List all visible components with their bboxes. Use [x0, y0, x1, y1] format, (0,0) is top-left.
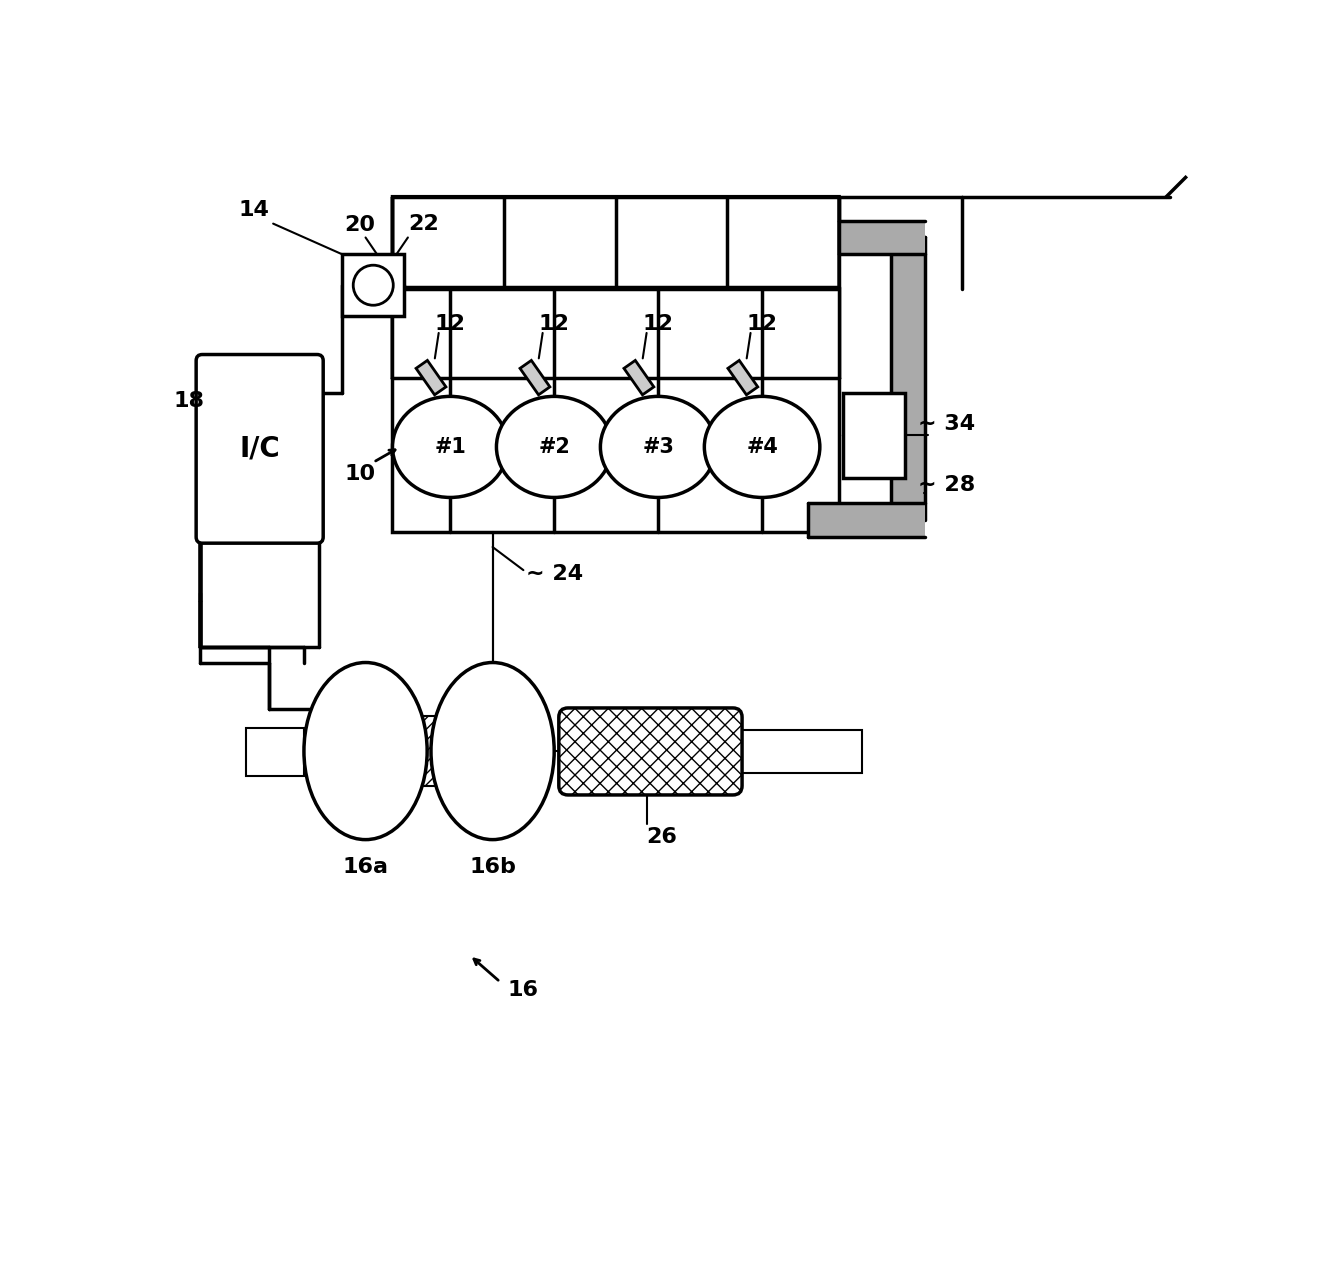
Text: 16a: 16a [342, 856, 389, 877]
Text: 20: 20 [345, 215, 376, 235]
Bar [839, 220, 925, 255]
Text: 18: 18 [174, 391, 204, 410]
Circle shape [353, 265, 393, 305]
Text: #2: #2 [539, 437, 571, 457]
Ellipse shape [705, 396, 820, 498]
Bar [808, 503, 925, 538]
Text: 16b: 16b [470, 856, 516, 877]
FancyBboxPatch shape [559, 709, 742, 795]
Text: 26: 26 [646, 827, 677, 846]
Text: #1: #1 [434, 437, 466, 457]
Bar [247, 728, 304, 777]
Text: #3: #3 [642, 437, 674, 457]
Text: 14: 14 [239, 199, 269, 220]
Polygon shape [417, 360, 446, 395]
Ellipse shape [304, 662, 427, 840]
Polygon shape [520, 360, 549, 395]
Ellipse shape [496, 396, 612, 498]
Text: 22: 22 [407, 213, 439, 234]
Bar [843, 394, 905, 477]
Text: ~ 24: ~ 24 [525, 565, 583, 584]
Text: 12: 12 [539, 314, 569, 334]
Polygon shape [624, 360, 654, 395]
Text: ~ 34: ~ 34 [918, 414, 975, 433]
Polygon shape [729, 360, 758, 395]
Text: #4: #4 [746, 437, 778, 457]
FancyBboxPatch shape [196, 355, 324, 543]
Text: 10: 10 [345, 464, 376, 484]
Ellipse shape [393, 396, 508, 498]
Ellipse shape [431, 662, 555, 840]
Text: ~ 28: ~ 28 [918, 476, 975, 495]
Bar [342, 255, 403, 316]
Text: 12: 12 [642, 314, 674, 334]
Text: 12: 12 [747, 314, 778, 334]
Bar [739, 730, 863, 773]
Bar [892, 238, 925, 520]
Text: 12: 12 [435, 314, 466, 334]
Text: 16: 16 [508, 980, 539, 999]
Ellipse shape [600, 396, 715, 498]
Bar [423, 716, 435, 786]
FancyBboxPatch shape [393, 197, 839, 378]
Text: I/C: I/C [239, 435, 280, 463]
Bar [393, 289, 839, 531]
